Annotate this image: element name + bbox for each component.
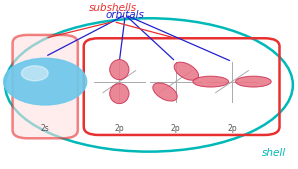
Ellipse shape	[110, 84, 129, 104]
Ellipse shape	[236, 76, 271, 87]
Text: orbitals: orbitals	[106, 10, 145, 20]
Text: 2p: 2p	[171, 124, 181, 133]
Text: 2s: 2s	[41, 124, 49, 133]
Circle shape	[21, 66, 48, 81]
Ellipse shape	[153, 83, 177, 101]
Text: 2p: 2p	[114, 124, 124, 133]
Text: subshells: subshells	[89, 3, 137, 13]
Text: shell: shell	[262, 148, 286, 158]
Ellipse shape	[174, 62, 198, 80]
Text: 2p: 2p	[227, 124, 237, 133]
Ellipse shape	[110, 60, 129, 80]
Ellipse shape	[193, 76, 229, 87]
Circle shape	[4, 58, 87, 105]
FancyBboxPatch shape	[13, 35, 78, 138]
